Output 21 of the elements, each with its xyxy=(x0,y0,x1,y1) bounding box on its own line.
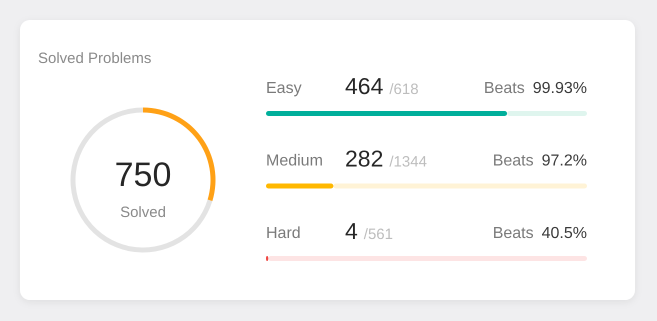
annotation: Beats 99.93% xyxy=(484,80,587,97)
annotation: /618 xyxy=(389,81,419,98)
bar xyxy=(333,184,587,188)
bar xyxy=(507,111,587,116)
annotation: 282 xyxy=(345,146,384,172)
annotation: Beats 97.2% xyxy=(492,152,587,170)
annotation: 4 xyxy=(345,218,358,244)
y-tick-label: Hard xyxy=(266,225,301,242)
chart-title: Solved Problems xyxy=(38,50,152,67)
annotation: /561 xyxy=(364,226,393,243)
annotation: /1344 xyxy=(389,154,427,170)
y-tick-label: Easy xyxy=(266,80,302,97)
annotation: 464 xyxy=(345,73,384,99)
annotation: Beats 40.5% xyxy=(492,225,587,242)
text: 750 xyxy=(114,156,172,194)
bar xyxy=(266,111,508,116)
y-tick-label: Medium xyxy=(266,152,323,170)
text: Solved xyxy=(120,204,166,221)
donut-slice xyxy=(70,108,212,252)
bar xyxy=(268,256,587,261)
bar xyxy=(266,184,334,188)
